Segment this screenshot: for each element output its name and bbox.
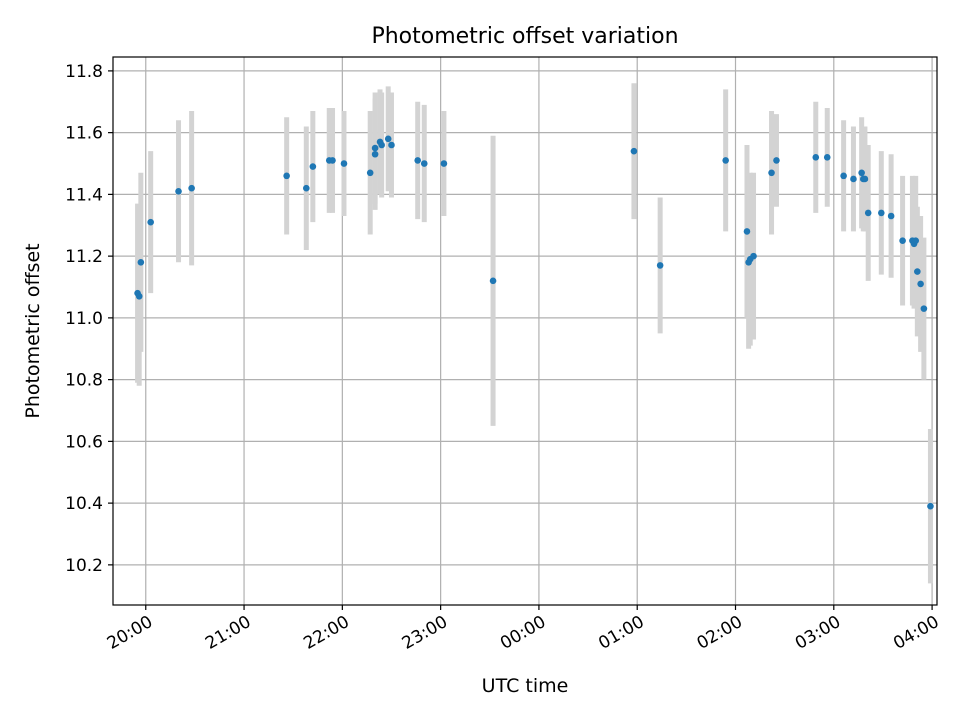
data-point [887, 212, 895, 220]
data-point [371, 144, 379, 152]
y-tick-label: 11.8 [65, 62, 103, 82]
data-point [340, 160, 348, 167]
grid [113, 57, 937, 605]
data-point [861, 175, 869, 183]
x-tick-label: 23:00 [399, 612, 451, 654]
data-point [489, 277, 497, 285]
data-point [366, 169, 374, 177]
data-point [309, 163, 317, 170]
y-axis-ticks: 10.2 10.4 10.6 10.8 11.0 11.2 11.4 11.6 11.8 [65, 62, 113, 576]
data-point [440, 160, 448, 167]
plot-frame [112, 56, 938, 606]
data-point [378, 141, 385, 149]
data-point [850, 175, 857, 183]
data-point [743, 228, 751, 235]
data-point [175, 187, 182, 195]
data-point [722, 157, 729, 164]
data-point [917, 280, 924, 288]
data-point [912, 237, 920, 244]
data-point [920, 305, 928, 312]
y-tick-label: 11.0 [65, 309, 103, 329]
x-axis-label: UTC time [482, 675, 569, 697]
data-point [371, 150, 379, 158]
data-point [823, 154, 831, 161]
data-point [630, 147, 638, 155]
y-tick-label: 10.2 [65, 556, 103, 576]
data-point [864, 209, 872, 217]
x-tick-label: 04:00 [890, 612, 942, 654]
x-tick-label: 01:00 [595, 612, 647, 654]
x-tick-label: 20:00 [104, 612, 156, 654]
x-tick-label: 02:00 [694, 612, 746, 654]
data-point [899, 237, 906, 244]
data-point [914, 268, 921, 275]
y-tick-label: 11.2 [65, 247, 103, 267]
x-tick-label: 00:00 [497, 612, 549, 654]
data-point [303, 184, 310, 192]
x-axis-ticks: 20:00 21:00 22:00 23:00 00:00 01:00 02:00 03:00… [104, 605, 943, 654]
y-tick-label: 11.6 [65, 124, 103, 144]
data-point [858, 169, 865, 177]
data-point [656, 262, 664, 269]
y-tick-label: 10.6 [65, 432, 103, 452]
data-point [420, 160, 428, 167]
data-point [840, 172, 847, 180]
y-tick-label: 11.4 [65, 185, 103, 205]
data-point [768, 169, 775, 177]
data-points [134, 135, 934, 510]
data-point [137, 259, 145, 266]
data-point [135, 292, 143, 300]
data-point [384, 135, 392, 143]
data-point [188, 184, 195, 192]
data-point [812, 154, 820, 161]
data-point [147, 218, 154, 226]
chart-title: Photometric offset variation [371, 24, 678, 49]
y-tick-label: 10.4 [65, 494, 103, 514]
x-tick-label: 22:00 [300, 612, 352, 654]
y-tick-label: 10.8 [65, 371, 103, 391]
data-point [388, 141, 395, 149]
data-point [927, 502, 934, 510]
data-point [750, 252, 757, 260]
data-point [878, 209, 885, 217]
y-axis-label: Photometric offset [22, 243, 44, 418]
x-tick-label: 21:00 [202, 612, 254, 654]
x-tick-label: 03:00 [792, 612, 844, 654]
data-point [329, 157, 336, 164]
data-point [414, 157, 421, 164]
data-point [283, 172, 290, 180]
error-bars [135, 83, 933, 584]
data-point [773, 157, 780, 164]
